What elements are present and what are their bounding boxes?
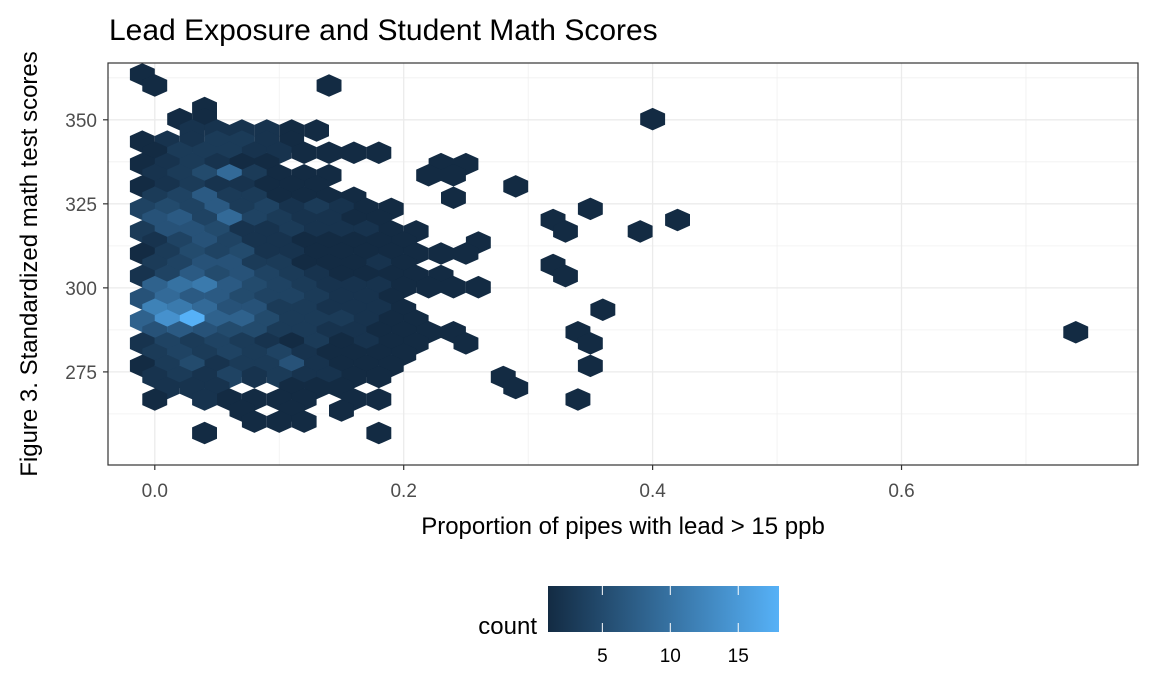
hexbin-cell xyxy=(503,376,529,400)
hexbin-cell xyxy=(453,242,479,265)
hexbin-cell xyxy=(428,242,454,265)
y-tick-label: 275 xyxy=(65,363,97,384)
hexbin-cell xyxy=(465,275,491,299)
hexbin-cell xyxy=(416,275,441,299)
hexbin-cell xyxy=(316,141,342,164)
x-axis-title: Proportion of pipes with lead > 15 ppb xyxy=(421,513,825,540)
plot-panel-border xyxy=(107,62,1139,466)
hexbin-cell xyxy=(416,164,441,187)
hexbin-cell xyxy=(503,175,529,198)
y-axis-title: Figure 3. Standardized math test scores xyxy=(16,51,43,477)
hexbin-cell xyxy=(266,410,292,433)
x-tick-label: 0.0 xyxy=(142,481,168,502)
x-tick-label: 0.6 xyxy=(888,481,914,502)
legend-ticks: 5 10 15 xyxy=(597,586,749,667)
hexbin-cell xyxy=(453,332,479,355)
hexbin-cell xyxy=(142,74,168,97)
hexbin-cell xyxy=(441,164,466,187)
x-tick-label: 0.2 xyxy=(390,481,416,502)
y-axis-ticks: 275 300 325 350 xyxy=(65,111,108,384)
hexbin-cell xyxy=(366,421,392,445)
color-legend: count 5 10 15 xyxy=(478,586,779,667)
hexbin-cell xyxy=(665,208,690,232)
hexbin-cell xyxy=(640,107,666,131)
hexbin-cell xyxy=(366,388,392,411)
hexbin-cell xyxy=(192,388,217,411)
hexbin-cell xyxy=(316,74,342,97)
hexbin-cell xyxy=(441,275,466,299)
hexbin-cell xyxy=(341,141,367,164)
hexbin-cell xyxy=(627,220,653,243)
hexbin-cell xyxy=(366,365,392,389)
legend-tick-label: 10 xyxy=(660,646,681,667)
chart-title: Lead Exposure and Student Math Scores xyxy=(109,14,658,47)
hexbin-cell xyxy=(577,197,603,221)
legend-color-bar xyxy=(548,586,779,632)
hexbin-cell xyxy=(304,119,329,142)
hexbin-cell xyxy=(291,410,317,433)
hexbin-cell xyxy=(241,410,267,433)
hexbin-cell xyxy=(291,141,317,164)
y-tick-label: 300 xyxy=(65,279,97,300)
hexbin-cell xyxy=(553,220,578,243)
hexbin-cell xyxy=(590,298,616,321)
y-tick-label: 350 xyxy=(65,111,97,132)
hexbin-cell xyxy=(553,264,578,288)
hexbin-cell xyxy=(441,186,466,209)
hexbin-cells xyxy=(129,63,1089,445)
y-tick-label: 325 xyxy=(65,195,97,216)
hexbin-cell xyxy=(241,365,267,389)
legend-tick-label: 15 xyxy=(728,646,749,667)
legend-title: count xyxy=(478,613,537,640)
legend-tick-label: 5 xyxy=(597,646,608,667)
hexbin-cell xyxy=(366,141,392,164)
hexbin-cell xyxy=(1063,321,1089,344)
x-axis-ticks: 0.0 0.2 0.4 0.6 xyxy=(142,465,915,502)
hexbin-cell xyxy=(577,332,603,355)
hexbin-cell xyxy=(577,354,603,378)
x-tick-label: 0.4 xyxy=(639,481,666,502)
hexbin-cell xyxy=(329,399,354,422)
hexbin-cell xyxy=(565,388,591,411)
hexbin-cell xyxy=(142,388,168,411)
hexbin-cell xyxy=(192,421,217,445)
